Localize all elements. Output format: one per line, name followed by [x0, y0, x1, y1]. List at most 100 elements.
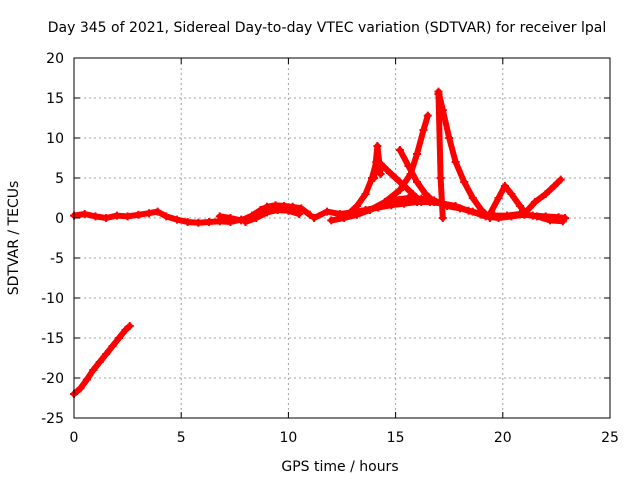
- data-point-marker: [295, 210, 304, 218]
- series-loop-15-17h: [395, 146, 439, 206]
- x-tick-label: 10: [279, 430, 297, 446]
- data-layer: [70, 87, 569, 398]
- data-point-marker: [340, 214, 349, 222]
- data-point-marker: [373, 142, 382, 150]
- data-point-marker: [500, 182, 509, 190]
- data-point-marker: [162, 212, 171, 221]
- data-point-marker: [494, 214, 503, 222]
- data-point-marker: [445, 134, 454, 142]
- data-point-marker: [438, 214, 447, 222]
- data-point-marker: [205, 218, 214, 226]
- data-point-marker: [413, 178, 422, 186]
- y-tick-label: 0: [55, 211, 64, 227]
- data-point-marker: [430, 198, 439, 206]
- series-baseline-mid-2: [241, 206, 304, 226]
- plot-frame: [73, 57, 611, 419]
- data-point-marker: [376, 170, 385, 178]
- data-point-marker: [215, 212, 224, 221]
- data-point-marker: [507, 212, 516, 221]
- y-tick-label: -25: [41, 411, 64, 427]
- data-point-marker: [322, 207, 331, 216]
- data-point-marker: [353, 202, 362, 210]
- grid-layer: [74, 58, 610, 418]
- y-tick-label: 10: [46, 131, 64, 147]
- data-point-marker: [545, 216, 554, 225]
- data-point-marker: [383, 166, 392, 174]
- data-point-marker: [108, 342, 117, 350]
- data-point-marker: [361, 190, 370, 198]
- data-point-marker: [477, 206, 486, 214]
- data-point-marker: [494, 194, 503, 202]
- data-point-marker: [95, 358, 104, 366]
- data-point-marker: [112, 211, 121, 220]
- y-tick-label: -20: [41, 371, 64, 387]
- series-trace: [71, 323, 133, 397]
- x-axis-label: GPS time / hours: [281, 459, 398, 475]
- data-point-marker: [460, 178, 469, 186]
- data-point-marker: [423, 111, 432, 120]
- y-tick-label: -5: [50, 251, 64, 267]
- data-point-marker: [310, 214, 319, 222]
- y-tick-label: -10: [41, 291, 64, 307]
- data-point-marker: [284, 206, 293, 215]
- data-point-marker: [183, 218, 192, 226]
- data-point-marker: [436, 174, 445, 182]
- data-point-marker: [515, 202, 524, 210]
- data-point-marker: [252, 214, 261, 222]
- data-point-marker: [404, 194, 413, 202]
- data-point-marker: [520, 210, 529, 218]
- x-tick-label: 5: [177, 430, 186, 446]
- data-point-marker: [419, 126, 428, 134]
- x-tick-label: 20: [494, 430, 512, 446]
- series-trace: [435, 88, 493, 221]
- data-point-marker: [297, 204, 306, 213]
- data-point-marker: [194, 218, 203, 227]
- data-point-marker: [533, 212, 542, 221]
- y-tick-label: -15: [41, 331, 64, 347]
- data-point-marker: [121, 326, 130, 334]
- data-point-marker: [408, 190, 417, 198]
- data-point-marker: [404, 162, 413, 170]
- data-point-marker: [455, 204, 464, 213]
- y-tick-label: 15: [46, 91, 64, 107]
- data-point-marker: [153, 207, 162, 216]
- data-point-marker: [241, 218, 250, 226]
- data-point-marker: [370, 174, 379, 182]
- data-point-marker: [89, 366, 98, 374]
- data-point-marker: [172, 215, 181, 224]
- chart-title: Day 345 of 2021, Sidereal Day-to-day VTE…: [48, 20, 606, 36]
- data-point-marker: [102, 214, 111, 222]
- data-point-marker: [530, 198, 539, 206]
- x-tick-label: 0: [70, 430, 79, 446]
- data-point-marker: [91, 212, 100, 221]
- data-point-marker: [395, 146, 404, 154]
- y-tick-label: 5: [55, 171, 64, 187]
- data-point-marker: [327, 216, 336, 225]
- data-point-marker: [391, 174, 400, 182]
- data-point-marker: [134, 210, 143, 219]
- data-point-marker: [145, 209, 154, 218]
- data-point-marker: [468, 207, 477, 216]
- data-point-marker: [380, 198, 389, 206]
- data-point-marker: [273, 206, 282, 214]
- data-point-marker: [226, 214, 235, 222]
- series-spike-14h: [370, 142, 385, 182]
- data-point-marker: [82, 375, 91, 384]
- data-point-marker: [262, 208, 271, 217]
- data-point-marker: [80, 210, 89, 218]
- data-point-marker: [421, 190, 430, 198]
- data-point-marker: [353, 210, 362, 219]
- tick-layer: 0 5 10 15 20 25 -25 -20 -15 -10 -5 0 5 10 15 20: [41, 51, 619, 446]
- data-point-marker: [102, 350, 111, 358]
- data-point-marker: [451, 158, 460, 166]
- data-point-marker: [507, 190, 516, 198]
- data-point-marker: [550, 182, 559, 190]
- data-point-marker: [305, 210, 314, 219]
- data-point-marker: [417, 198, 426, 206]
- y-axis-label: SDTVAR / TECUs: [6, 181, 22, 296]
- data-point-marker: [125, 322, 134, 330]
- data-point-marker: [434, 90, 443, 98]
- data-point-marker: [558, 217, 567, 226]
- data-point-marker: [123, 212, 132, 221]
